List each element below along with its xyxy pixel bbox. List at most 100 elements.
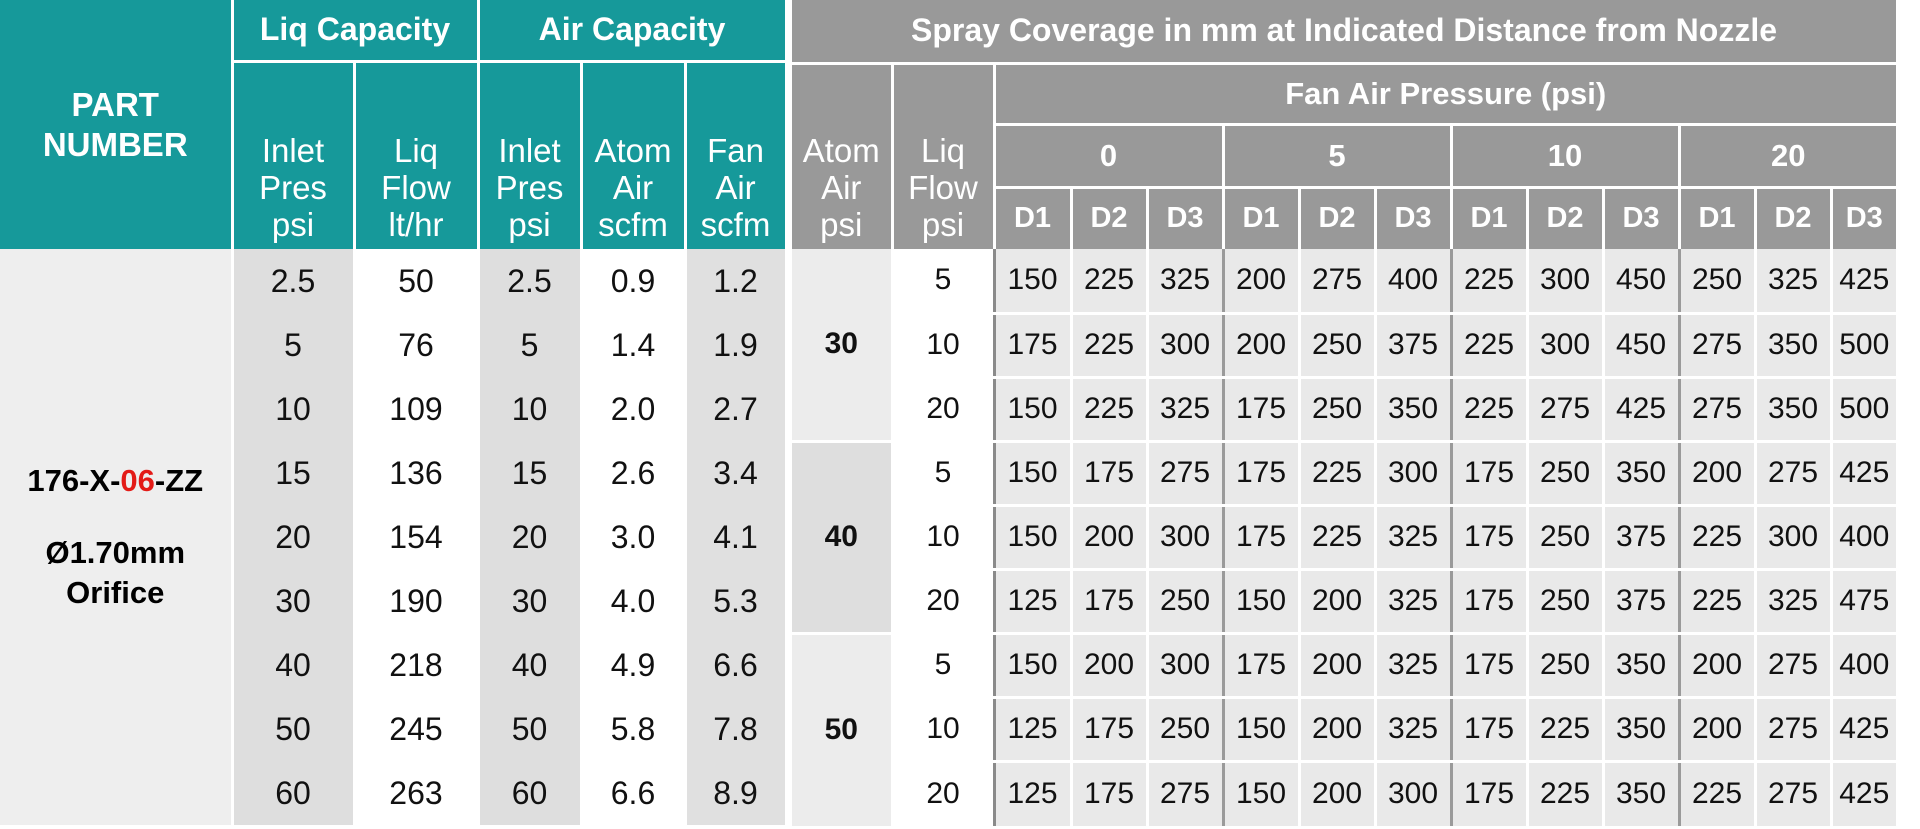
capacity-cell: 1.2	[685, 249, 788, 313]
capacity-row: 5 76 5 1.4 1.9	[0, 313, 788, 377]
capacity-cell: 3.4	[685, 441, 788, 505]
coverage-cell: 200	[1299, 569, 1377, 635]
coverage-cell: 275	[1755, 633, 1833, 699]
coverage-cell: 175	[1451, 505, 1529, 571]
capacity-cell: 30	[478, 569, 583, 633]
capacity-row: 10 109 10 2.0 2.7	[0, 377, 788, 441]
coverage-cell: 200	[1679, 633, 1757, 699]
coverage-cell: 325	[1375, 697, 1453, 763]
capacity-cell: 4.9	[581, 633, 687, 697]
coverage-cell: 450	[1603, 249, 1681, 315]
distance-header: D2	[1299, 187, 1377, 249]
capacity-cell: 60	[478, 761, 583, 825]
column-header-line: scfm	[700, 206, 771, 243]
capacity-row: 20 154 20 3.0 4.1	[0, 505, 788, 569]
liq-flow-psi-cell: 20	[892, 569, 996, 635]
fan-pressure-header: 20	[1679, 124, 1896, 189]
column-header-line: Pres	[259, 169, 327, 206]
coverage-row: 50 5 150 200 300 175 200 325 175 250 350 200 275 400	[792, 633, 1896, 829]
capacity-cell: 10	[478, 377, 583, 441]
column-header-line: Pres	[495, 169, 564, 206]
coverage-cell: 375	[1603, 569, 1681, 635]
coverage-cell: 425	[1831, 441, 1896, 507]
orifice-label: Orifice	[66, 575, 165, 610]
coverage-cell: 200	[1299, 761, 1377, 829]
coverage-cell: 225	[1071, 313, 1149, 379]
coverage-cell: 225	[1299, 441, 1377, 507]
coverage-cell: 375	[1375, 313, 1453, 379]
coverage-cell: 250	[1527, 569, 1605, 635]
coverage-cell: 325	[1147, 377, 1225, 443]
distance-header: D3	[1831, 187, 1896, 249]
coverage-cell: 250	[1527, 505, 1605, 571]
coverage-cell: 150	[1223, 761, 1301, 829]
coverage-cell: 150	[1223, 569, 1301, 635]
coverage-cell: 300	[1527, 313, 1605, 379]
orifice-size: Ø1.70mm	[45, 535, 186, 570]
capacity-cell: 40	[232, 633, 356, 697]
coverage-cell: 150	[994, 249, 1073, 315]
capacity-cell: 2.7	[685, 377, 788, 441]
distance-header: D2	[1755, 187, 1833, 249]
capacity-row: 40 218 40 4.9 6.6	[0, 633, 788, 697]
coverage-row: 20 150 225 325 175 250 350 225 275 425 275 350 500	[792, 377, 1896, 443]
coverage-cell: 175	[1451, 633, 1529, 699]
capacity-cell: 7.8	[685, 697, 788, 761]
coverage-cell: 225	[1451, 313, 1529, 379]
coverage-cell: 350	[1603, 761, 1681, 829]
coverage-cell: 200	[1071, 633, 1149, 699]
liq-flow-psi-cell: 5	[892, 441, 996, 507]
coverage-cell: 275	[1679, 377, 1757, 443]
part-number-header: PART NUMBER	[0, 0, 234, 249]
coverage-cell: 350	[1375, 377, 1453, 443]
coverage-cell: 225	[1451, 377, 1529, 443]
capacity-cell: 190	[354, 569, 480, 633]
coverage-row: 30 5 150 225 325 200 275 400 225 300 450 250 325 425	[792, 249, 1896, 443]
coverage-cell: 375	[1603, 505, 1681, 571]
coverage-row: 40 5 150 175 275 175 225 300 175 250 350 200 275 425	[792, 441, 1896, 635]
coverage-cell: 250	[1299, 313, 1377, 379]
atom-air-psi-cell: 30	[792, 249, 894, 443]
coverage-cell: 150	[1223, 697, 1301, 763]
air-capacity-header: Air Capacity	[478, 0, 788, 63]
capacity-cell: 10	[232, 377, 356, 441]
coverage-cell: 300	[1375, 441, 1453, 507]
coverage-cell: 150	[994, 377, 1073, 443]
coverage-row: 10 175 225 300 200 250 375 225 300 450 275 350 500	[792, 313, 1896, 379]
capacity-cell: 109	[354, 377, 480, 441]
capacity-cell: 50	[232, 697, 356, 761]
distance-header: D1	[1223, 187, 1301, 249]
coverage-cell: 325	[1755, 569, 1833, 635]
capacity-cell: 4.0	[581, 569, 687, 633]
coverage-cell: 175	[1071, 441, 1149, 507]
capacity-cell: 136	[354, 441, 480, 505]
coverage-cell: 250	[1147, 697, 1225, 763]
coverage-cell: 325	[1755, 249, 1833, 315]
column-header-line: Air	[715, 169, 756, 206]
atom-air-psi-header: Atom Air psi	[792, 63, 894, 249]
atom-air-psi-cell: 50	[792, 633, 894, 829]
capacity-cell: 76	[354, 313, 480, 377]
coverage-cell: 250	[1527, 441, 1605, 507]
capacity-cell: 6.6	[685, 633, 788, 697]
coverage-cell: 275	[1147, 761, 1225, 829]
coverage-cell: 275	[1755, 441, 1833, 507]
coverage-cell: 225	[1679, 761, 1757, 829]
column-header-line: Atom	[594, 132, 672, 169]
coverage-cell: 200	[1223, 313, 1301, 379]
column-header-line: Inlet	[498, 132, 561, 169]
coverage-cell: 425	[1603, 377, 1681, 443]
capacity-column-header: Fan Air scfm	[685, 61, 788, 249]
coverage-cell: 175	[1451, 761, 1529, 829]
coverage-cell: 325	[1147, 249, 1225, 315]
coverage-cell: 275	[1299, 249, 1377, 315]
coverage-cell: 225	[1679, 505, 1757, 571]
liq-flow-psi-header: Liq Flow psi	[892, 63, 996, 249]
coverage-cell: 225	[1527, 761, 1605, 829]
coverage-cell: 500	[1831, 313, 1896, 379]
coverage-cell: 300	[1147, 505, 1225, 571]
distance-header: D2	[1527, 187, 1605, 249]
coverage-cell: 450	[1603, 313, 1681, 379]
liq-flow-psi-cell: 20	[892, 377, 996, 443]
liq-flow-psi-cell: 5	[892, 633, 996, 699]
